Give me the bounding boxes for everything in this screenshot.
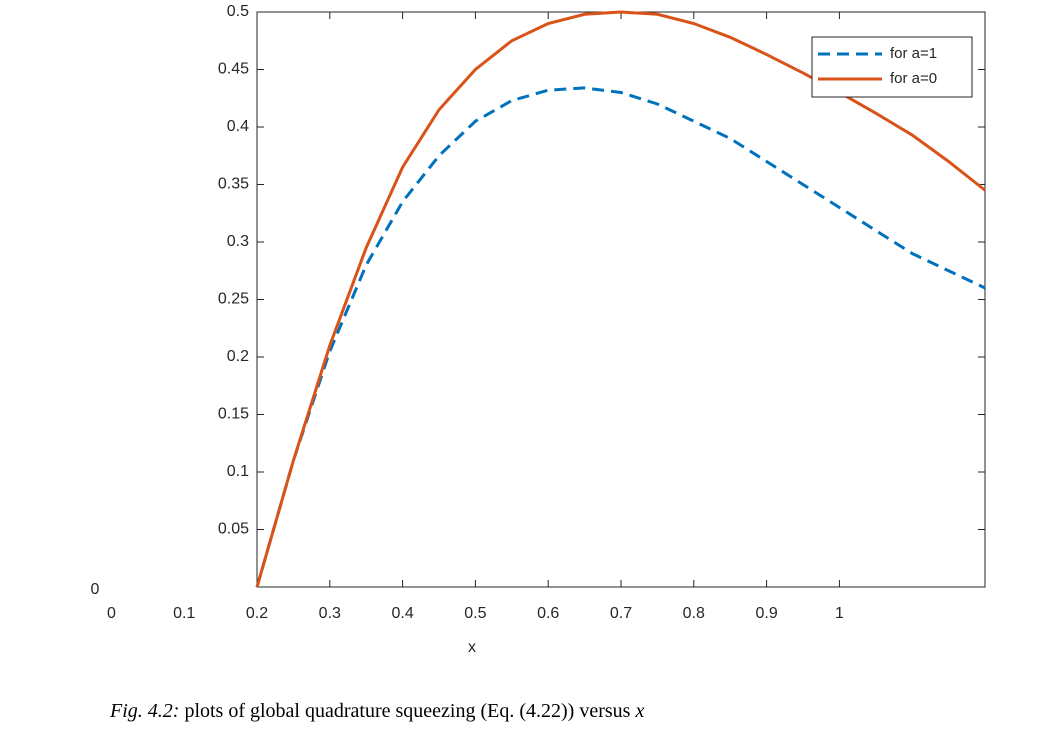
caption-label: Fig. 4.2: — [110, 700, 180, 722]
x-tick-label: 1 — [835, 605, 844, 622]
caption-text: plots of global quadrature squeezing (Eq… — [184, 700, 631, 722]
y-tick-label: 0.15 — [218, 406, 249, 423]
x-tick-label: 0.9 — [755, 605, 777, 622]
y-tick-label: 0 — [90, 581, 99, 598]
x-tick-label: 0.7 — [610, 605, 632, 622]
line-series — [255, 10, 986, 588]
legend-label: for a=0 — [890, 70, 937, 87]
x-tick-label: 0.4 — [391, 605, 413, 622]
y-tick-label: 0.05 — [218, 521, 249, 538]
y-tick-label: 0.3 — [227, 233, 249, 250]
caption-variable: x — [635, 700, 645, 722]
plot-area — [256, 11, 986, 588]
y-tick-label: 0.1 — [227, 463, 249, 480]
x-tick-label: 0.1 — [173, 605, 195, 622]
y-tick-label: 0.35 — [218, 176, 249, 193]
y-tick-label: 0.2 — [227, 348, 249, 365]
y-tick-label: 0.25 — [218, 291, 249, 308]
line-series — [255, 86, 986, 588]
chart: x 0 0.1 0.2 0.3 0.4 0.5 0.6 0.7 0.8 0.9 1 0 0.05 0.1 0… — [90, 3, 986, 656]
legend-box — [811, 36, 973, 98]
legend-label: for a=1 — [890, 45, 937, 62]
x-tick-label: 0.5 — [464, 605, 486, 622]
x-tick-label: 0.8 — [683, 605, 705, 622]
x-tick-label: 0 — [107, 605, 116, 622]
y-tick-label: 0.5 — [227, 3, 249, 20]
y-tick-label: 0.4 — [227, 118, 249, 135]
x-tick-label: 0.6 — [537, 605, 559, 622]
x-tick-label: 0.3 — [319, 605, 341, 622]
caption: Fig. 4.2: plots of global quadrature squ… — [110, 700, 644, 723]
y-tick-label: 0.45 — [218, 61, 249, 78]
x-tick-label: 0.2 — [246, 605, 268, 622]
x-axis-label: x — [468, 639, 476, 656]
